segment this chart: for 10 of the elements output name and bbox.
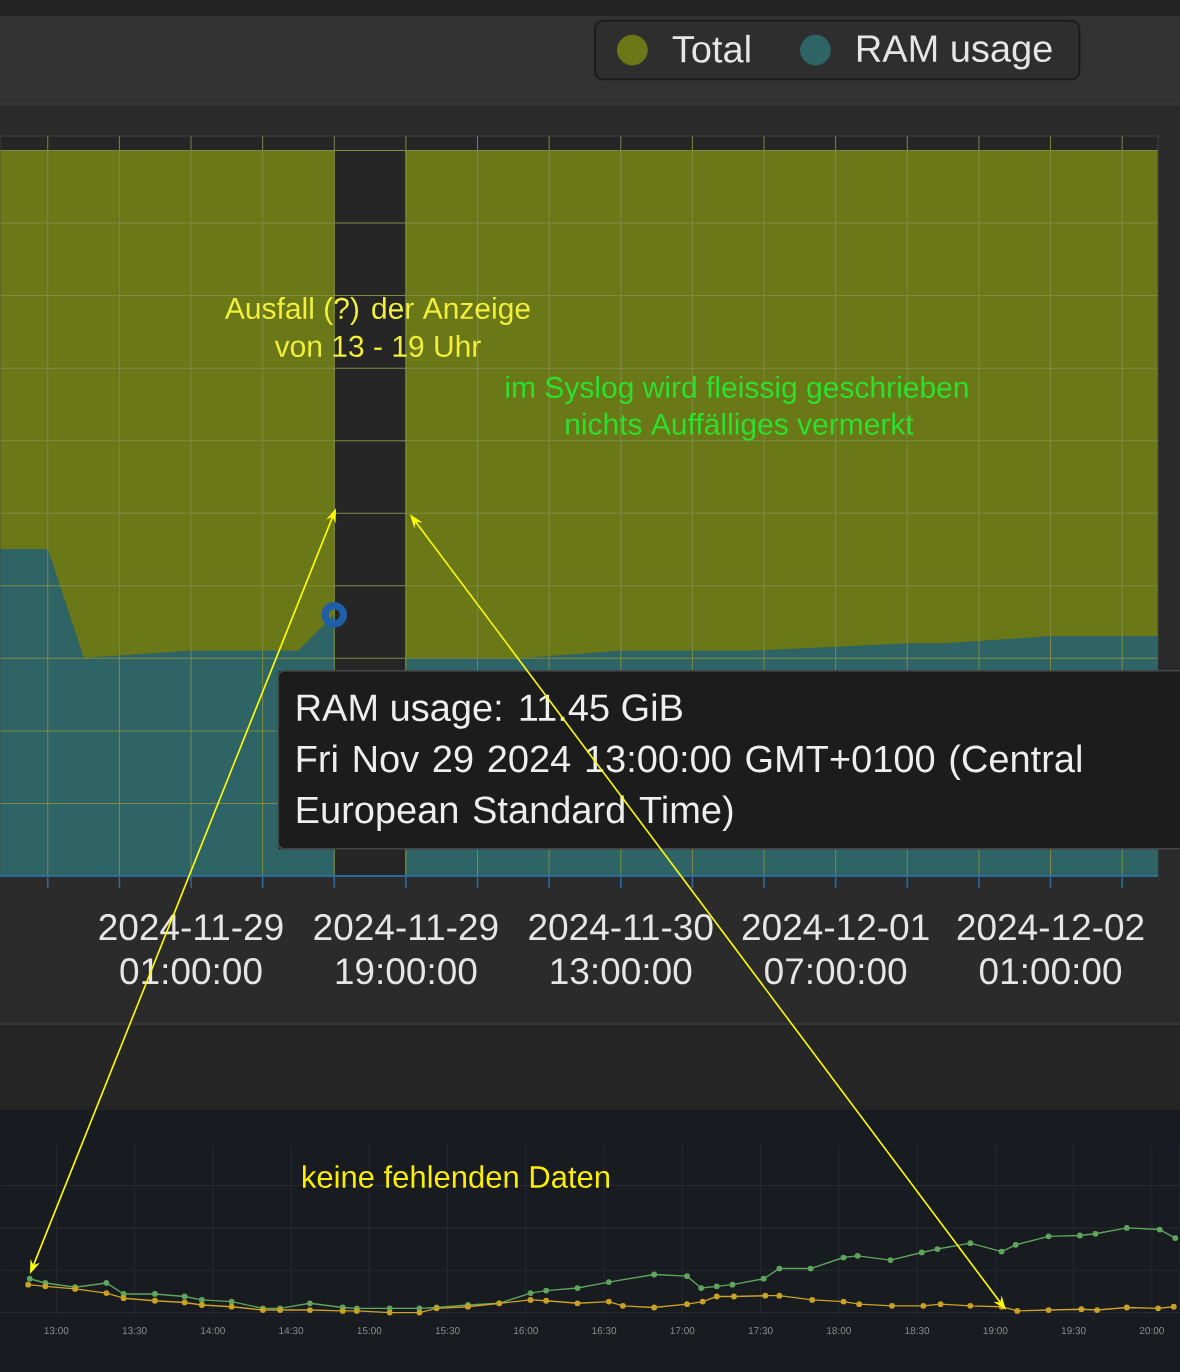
- legend-label: RAM usage: [857, 35, 1052, 70]
- x-tick-label: 2024-11-29 19:00:00: [314, 914, 498, 985]
- annotation: nichts Auffälliges vermerkt: [566, 412, 914, 441]
- annotation: Ausfall (?) der Anzeige: [224, 297, 530, 325]
- annotation: im Syslog wird fleissig geschrieben: [506, 376, 968, 404]
- legend-label: Total: [672, 34, 750, 63]
- x-tick-label: 2024-11-30 13:00:00: [529, 914, 713, 985]
- text: keine fehlenden Daten: [302, 1165, 610, 1188]
- x-tick-label: 2024-12-01 07:00:00: [742, 914, 929, 985]
- x-tick-label: 2024-12-02 01:00:00: [957, 914, 1144, 985]
